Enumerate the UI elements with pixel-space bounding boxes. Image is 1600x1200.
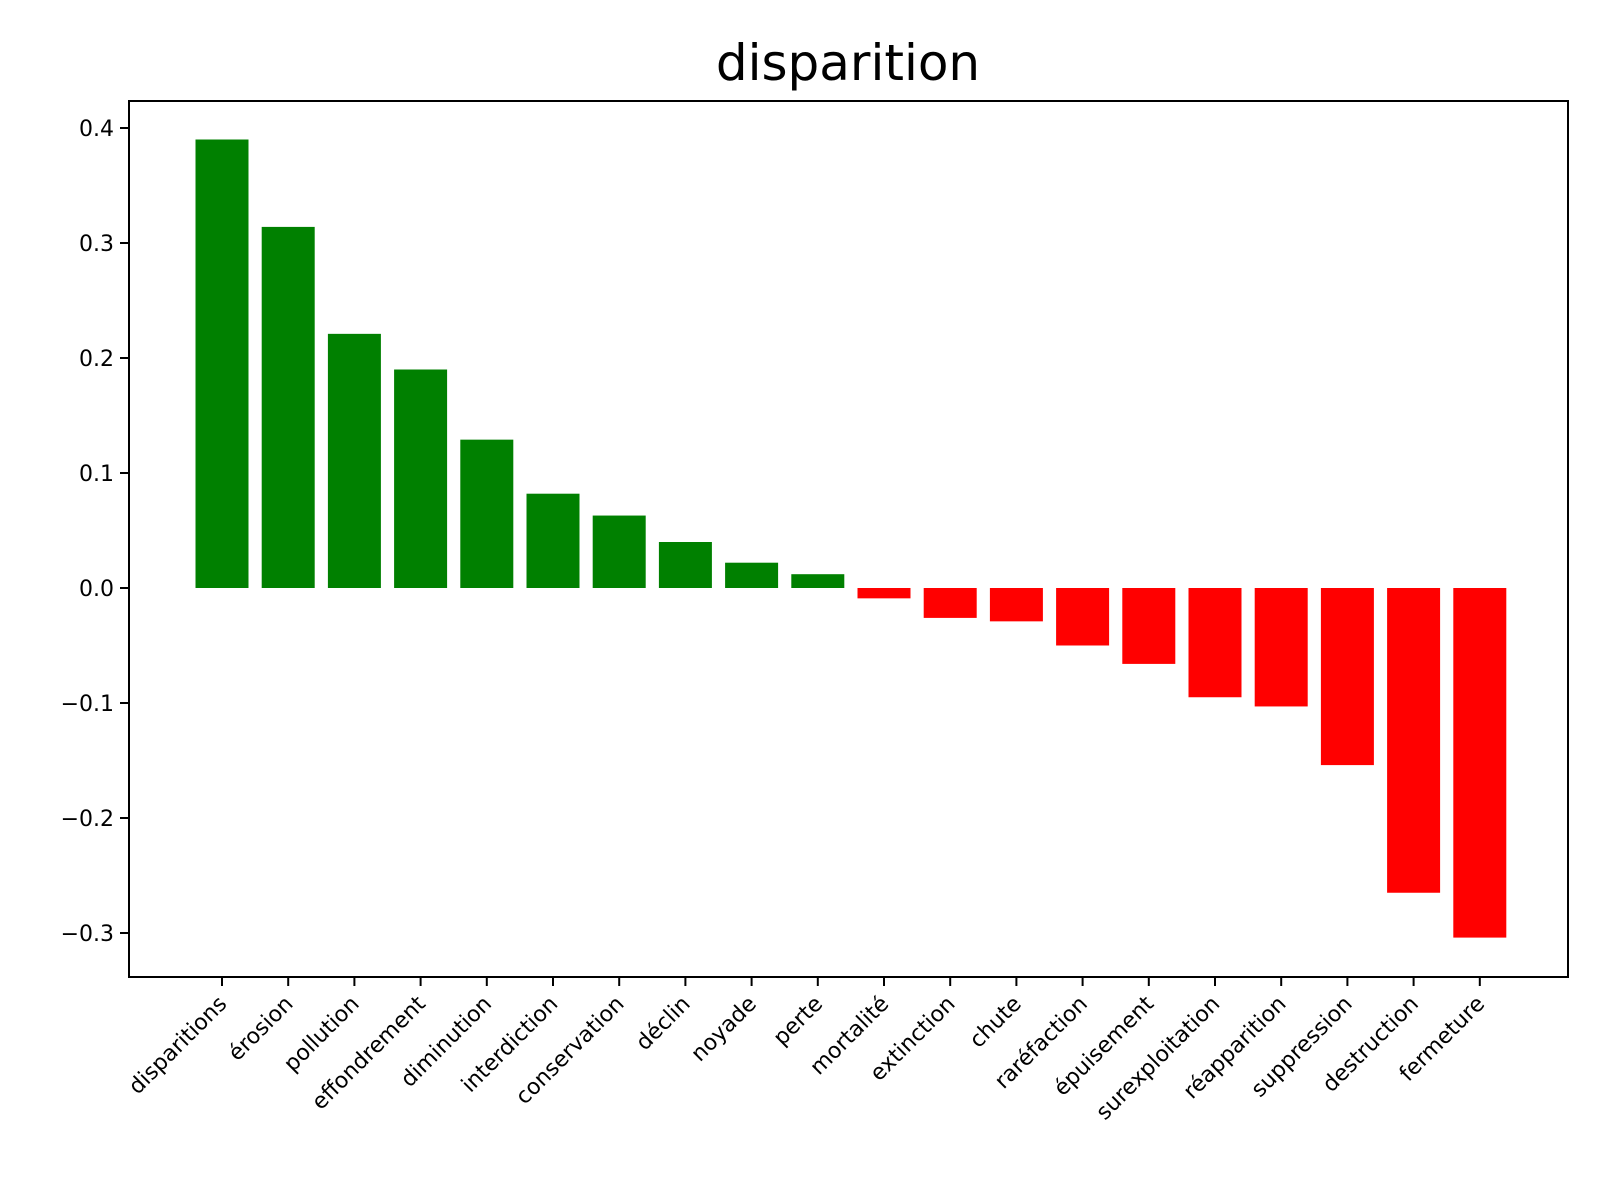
bar-noyade [725, 562, 779, 588]
bar-destruction [1387, 588, 1441, 893]
bar-épuisement [1122, 588, 1176, 664]
x-axis: disparitionsérosionpollutioneffondrement… [124, 977, 1490, 1125]
bar-suppression [1320, 588, 1374, 766]
y-tick-label: 0.2 [79, 347, 114, 372]
x-tick-label: noyade [687, 992, 762, 1067]
y-tick-label: −0.1 [61, 692, 114, 717]
bar-surexploitation [1188, 588, 1242, 698]
bar-extinction [923, 588, 977, 618]
bars-group [195, 139, 1507, 938]
x-tick-label: chute [965, 992, 1027, 1054]
bar-chute [989, 588, 1043, 622]
y-tick-label: −0.2 [61, 807, 114, 832]
bar-raréfaction [1056, 588, 1110, 646]
bar-fermeture [1453, 588, 1507, 938]
bar-perte [791, 574, 845, 588]
bar-mortalité [857, 588, 911, 599]
bar-effondrement [394, 369, 448, 588]
bar-érosion [261, 226, 315, 588]
y-tick-label: 0.0 [79, 577, 114, 602]
bar-diminution [460, 439, 514, 588]
chart-title: disparition [716, 34, 980, 92]
x-tick-label: perte [769, 992, 828, 1051]
bar-déclin [658, 542, 712, 588]
bar-réapparition [1254, 588, 1308, 707]
y-tick-label: −0.3 [61, 922, 114, 947]
bar-conservation [592, 515, 646, 588]
x-tick-label: surexploitation [1092, 992, 1226, 1126]
x-tick-label: effondrement [307, 991, 431, 1115]
y-tick-label: 0.4 [79, 117, 114, 142]
y-tick-label: 0.1 [79, 462, 114, 487]
bar-disparitions [195, 139, 249, 588]
plot-frame [128, 100, 1569, 978]
x-tick-label: déclin [631, 992, 695, 1056]
bar-interdiction [526, 493, 580, 588]
y-tick-label: 0.3 [79, 232, 114, 257]
x-tick-label: disparitions [124, 992, 232, 1100]
bar-pollution [327, 333, 381, 588]
y-axis: 0.4 0.3 0.2 0.1 0.0 −0.1 −0.2 −0.3 [61, 117, 129, 947]
